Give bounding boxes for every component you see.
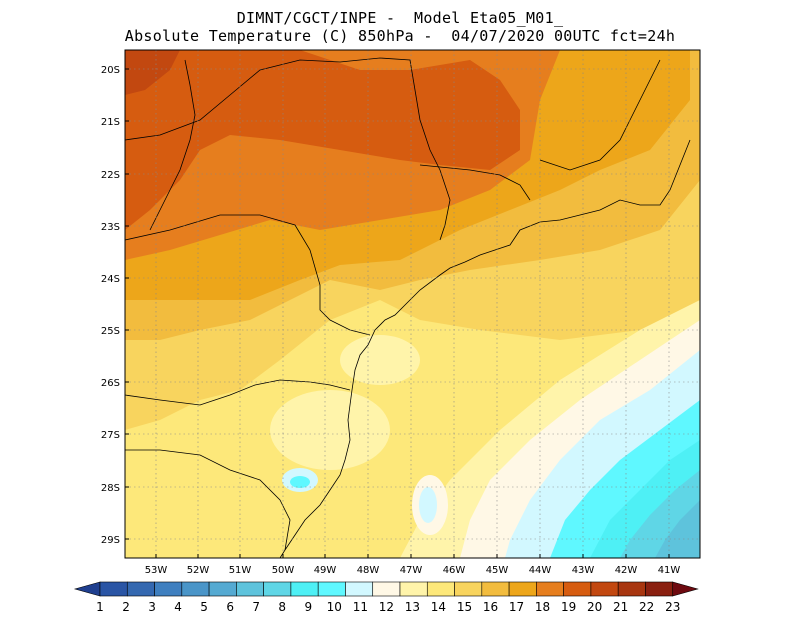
colorbar-box: [617, 581, 646, 597]
lon-label: 42W: [615, 565, 638, 575]
lon-ticks: [155, 554, 670, 558]
lat-label: 26S: [101, 378, 120, 389]
lat-label: 23S: [101, 222, 120, 233]
temperature-field: [125, 50, 700, 558]
colorbar-box: [181, 581, 210, 597]
graticule: [125, 50, 700, 558]
colorbar-box: [126, 581, 155, 597]
lon-label: 50W: [272, 565, 295, 575]
lat-label: 21S: [101, 117, 120, 128]
colorbar-box: [236, 581, 264, 597]
lat-label: 24S: [101, 274, 120, 285]
colorbar-label: 13: [405, 600, 420, 614]
colorbar-box: [590, 581, 619, 597]
colorbar-box: [99, 581, 128, 597]
lon-labels: 53W 52W 51W 50W 49W 48W 47W 46W 45W 44W …: [145, 565, 681, 575]
colorbar-arrow-left: [73, 581, 101, 597]
lon-label: 48W: [357, 565, 380, 575]
lon-label: 49W: [314, 565, 337, 575]
colorbar-label: 17: [509, 600, 524, 614]
lon-label: 43W: [572, 565, 595, 575]
map-frame: [124, 49, 701, 559]
colorbar-box: [208, 581, 237, 597]
lon-label: 45W: [486, 565, 509, 575]
lon-label: 47W: [400, 565, 423, 575]
colorbar-box: [563, 581, 592, 597]
lat-labels: 20S 21S 22S 23S 24S 25S 26S 27S 28S 29S: [101, 65, 120, 546]
colorbar-labels: 1 2 3 4 5 6 7 8 9 10 11 12 13 14 15 16 17 18 19 20 21 22 23: [96, 600, 680, 614]
colorbar-label: 23: [665, 600, 680, 614]
colorbar-arrow-right: [672, 581, 699, 597]
colorbar-label: 11: [353, 600, 368, 614]
colorbar-box: [399, 581, 428, 597]
lat-label: 25S: [101, 326, 120, 337]
colorbar-label: 10: [327, 600, 342, 614]
colorbar-label: 2: [122, 600, 130, 614]
lon-label: 53W: [145, 565, 168, 575]
colorbar-label: 3: [148, 600, 156, 614]
colorbar-box: [426, 581, 455, 597]
lat-ticks: [125, 68, 129, 540]
colorbar-label: 22: [639, 600, 654, 614]
colorbar-box: [481, 581, 510, 597]
colorbar-label: 20: [587, 600, 602, 614]
lon-label: 41W: [658, 565, 681, 575]
coastline-borders: [125, 57, 691, 558]
colorbar-box: [263, 581, 292, 597]
colorbar-box: [317, 581, 346, 597]
colorbar-box: [290, 581, 319, 597]
colorbar-box: [645, 581, 674, 597]
lon-label: 44W: [529, 565, 552, 575]
lat-label: 22S: [101, 170, 120, 181]
colorbar-label: 7: [252, 600, 260, 614]
lat-label: 27S: [101, 430, 120, 441]
lon-label: 51W: [229, 565, 252, 575]
colorbar-label: 12: [379, 600, 394, 614]
temperature-map: 20S 21S 22S 23S 24S 25S 26S 27S 28S 29S …: [101, 49, 701, 575]
colorbar-box: [154, 581, 183, 597]
colorbar-label: 8: [278, 600, 286, 614]
colorbar-label: 21: [613, 600, 628, 614]
lon-label: 52W: [187, 565, 210, 575]
colorbar-box: [508, 581, 537, 597]
colorbar-label: 4: [174, 600, 182, 614]
colorbar-label: 19: [561, 600, 576, 614]
lat-label: 29S: [101, 535, 120, 546]
colorbar-label: 1: [96, 600, 104, 614]
colorbar-box: [372, 581, 401, 597]
colorbar-label: 18: [535, 600, 550, 614]
chart-title-line1: DIMNT/CGCT/INPE - Model Eta05_M01_: [236, 9, 564, 27]
colorbar-box: [454, 581, 483, 597]
colorbar-label: 6: [226, 600, 234, 614]
colorbar-boxes: [73, 581, 699, 597]
lat-label: 28S: [101, 483, 120, 494]
colorbar-label: 5: [200, 600, 208, 614]
colorbar-box: [536, 581, 564, 597]
lat-label: 20S: [101, 65, 120, 76]
chart-title-line2: Absolute Temperature (C) 850hPa - 04/07/…: [124, 27, 676, 45]
lon-label: 46W: [443, 565, 466, 575]
colorbar: 1 2 3 4 5 6 7 8 9 10 11 12 13 14 15 16 17 18 19 20 21 22 23: [73, 581, 699, 614]
colorbar-label: 16: [483, 600, 498, 614]
colorbar-label: 14: [431, 600, 446, 614]
colorbar-box: [345, 581, 374, 597]
colorbar-label: 15: [457, 600, 472, 614]
colorbar-label: 9: [304, 600, 312, 614]
